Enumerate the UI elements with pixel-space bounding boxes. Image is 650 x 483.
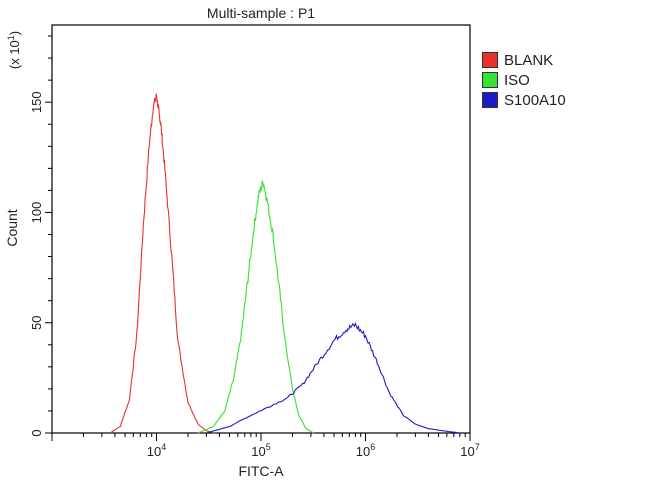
- x-axis-label: FITC-A: [238, 463, 284, 479]
- y-axis-label: Count: [4, 209, 20, 246]
- y-multiplier-close: ): [7, 31, 22, 35]
- legend-item-iso: ISO: [482, 70, 566, 90]
- legend-label-blank: BLANK: [504, 51, 554, 69]
- y-tick-label: 100: [29, 202, 44, 224]
- series-line-blank: [109, 93, 215, 434]
- y-tick-label: 50: [29, 315, 44, 329]
- y-tick-labels: 0 50 100 150: [29, 91, 44, 436]
- legend-item-s100a10: S100A10: [482, 90, 566, 110]
- y-multiplier-label: (x 101): [6, 31, 22, 69]
- y-multiplier-text: (x 10: [7, 40, 22, 69]
- legend-label-s100a10: S100A10: [504, 91, 566, 109]
- y-tick-label: 150: [29, 91, 44, 113]
- x-tick-labels: 104 105 106 107: [147, 442, 480, 459]
- x-tick-label: 104: [147, 442, 166, 459]
- x-tick-label: 107: [460, 442, 479, 459]
- legend: BLANK ISO S100A10: [482, 50, 566, 110]
- legend-swatch-s100a10: [482, 92, 498, 108]
- legend-swatch-blank: [482, 52, 498, 68]
- series-line-s100a10: [206, 321, 460, 434]
- legend-swatch-iso: [482, 72, 498, 88]
- plot-frame: [51, 24, 471, 434]
- legend-label-iso: ISO: [504, 71, 530, 89]
- x-tick-label: 106: [356, 442, 375, 459]
- x-tick-label: 105: [251, 442, 270, 459]
- y-multiplier-exp: 1: [6, 35, 16, 40]
- series-line-iso: [197, 180, 315, 434]
- legend-item-blank: BLANK: [482, 50, 566, 70]
- y-tick-label: 0: [29, 429, 44, 436]
- chart-title: Multi-sample : P1: [207, 5, 315, 21]
- axis-ticks: [45, 35, 471, 441]
- series-layer: [109, 93, 460, 434]
